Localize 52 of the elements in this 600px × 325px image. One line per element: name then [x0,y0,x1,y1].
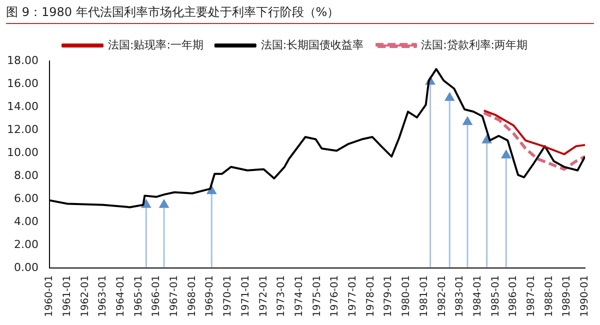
y-tick-label: 2.00 [14,238,38,252]
chart-title: 图 9：1980 年代法国利率市场化主要处于利率下行阶段（%） [6,4,594,24]
x-tick-label: 1986-01 [508,275,520,318]
x-tick-label: 1982-01 [436,275,448,318]
x-tick-label: 1989-01 [562,275,573,318]
x-tick-label: 1979-01 [383,275,394,318]
x-tick-label: 1972-01 [258,275,270,318]
x-tick-label: 1963-01 [98,275,109,318]
x-tick-label: 1987-01 [526,275,538,318]
y-tick-label: 4.00 [14,215,38,228]
x-tick-label: 1981-01 [418,275,430,318]
x-tick-label: 1967-01 [169,275,180,318]
x-tick-label: 1983-01 [454,275,466,318]
y-tick-label: 12.00 [6,122,38,136]
x-tick-label: 1973-01 [276,275,288,318]
x-tick-label: 1976-01 [330,275,341,318]
y-tick-label: 8.00 [14,168,38,182]
x-tick-label: 1970-01 [222,275,234,318]
y-tick-label: 14.00 [6,100,38,113]
legend-label: 法国:贴现率:一年期 [108,38,204,52]
point [141,199,152,208]
point [462,116,472,126]
x-tick-label: 1962-01 [80,275,91,318]
x-tick-label: 1984-01 [472,275,484,318]
y-tick-label: 16.00 [6,76,38,90]
x-tick-label: 1988-01 [544,275,555,318]
x-tick-label: 1960-01 [44,275,56,318]
legend-label: 法国:长期国债收益率 [260,38,364,52]
y-tick-label: 18.00 [6,54,38,67]
x-tick-label: 1971-01 [240,275,252,318]
x-tick-label: 1975-01 [312,275,323,318]
x-tick-label: 1969-01 [204,275,216,318]
point [444,92,454,101]
x-tick-label: 1974-01 [294,275,305,318]
y-tick-label: 10.00 [6,146,38,159]
legend-label: 法国:贷款利率:两年期 [421,38,528,52]
x-tick-label: 1961-01 [62,275,73,318]
x-tick-label: 1965-01 [133,275,144,318]
y-tick-label: 6.00 [14,192,38,206]
x-tick-label: 1978-01 [365,275,376,318]
x-tick-label: 1966-01 [151,275,162,318]
x-tick-label: 1977-01 [348,275,359,318]
point [482,134,492,144]
x-tick-label: 1968-01 [186,275,198,318]
x-tick-label: 1990-01 [580,275,591,318]
y-tick-label: 0.00 [14,261,38,274]
x-tick-label: 1985-01 [490,275,502,318]
line-series [482,111,585,171]
point [501,150,511,158]
x-tick-label: 1964-01 [115,275,126,318]
x-tick-label: 1980-01 [401,275,412,318]
point [159,199,169,208]
